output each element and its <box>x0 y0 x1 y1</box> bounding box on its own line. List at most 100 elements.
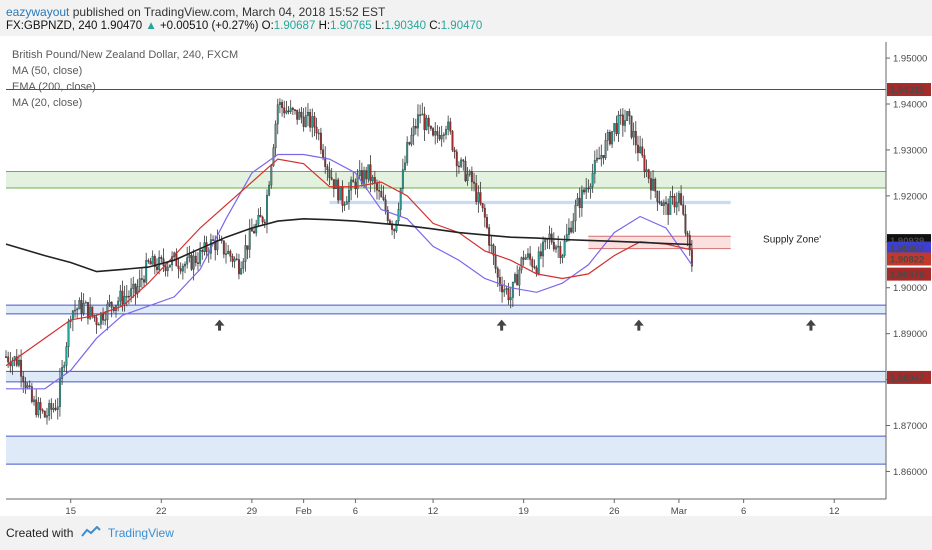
zone-green <box>6 171 886 189</box>
candle-body <box>686 232 689 236</box>
candle-body <box>149 261 152 265</box>
candle-body <box>240 268 243 275</box>
candle-body <box>24 381 27 388</box>
candle-body <box>647 169 650 179</box>
change-arrow-icon: ▲ <box>145 20 157 32</box>
candle-body <box>121 290 124 305</box>
candle-body <box>345 201 348 205</box>
candle-body <box>455 151 458 167</box>
candle-body <box>654 179 657 192</box>
candle-body <box>518 269 521 286</box>
candle-body <box>300 111 303 118</box>
candle-body <box>205 242 208 252</box>
candle-body <box>184 263 186 267</box>
candle-body <box>82 302 85 314</box>
candle-body <box>162 258 165 266</box>
high-value: 1.90765 <box>330 20 372 32</box>
author-link[interactable]: eazywayout <box>6 5 70 19</box>
candle-body <box>108 301 111 305</box>
candle-body <box>486 217 488 228</box>
candle-body <box>263 221 266 224</box>
candle-body <box>99 312 102 325</box>
candle-body <box>466 174 469 182</box>
candle-body <box>91 306 94 316</box>
price-tick-label: 1.93000 <box>893 145 927 156</box>
candle-body <box>296 109 299 120</box>
candle-body <box>276 104 279 125</box>
price-tick-label: 1.92000 <box>893 191 927 202</box>
candle-body <box>231 256 234 262</box>
candle-body <box>583 189 585 193</box>
candle-body <box>291 107 294 110</box>
price-tag-label: 1.94315 <box>890 85 925 96</box>
zone-blue <box>6 305 886 314</box>
candle-body <box>7 356 10 363</box>
candle-body <box>688 235 691 250</box>
candle-body <box>481 203 484 209</box>
candle-body <box>468 171 471 175</box>
supply-zone-label: Supply Zone' <box>763 235 821 246</box>
candle-body <box>596 157 598 161</box>
candle-body <box>181 265 184 272</box>
support-arrow-icon <box>214 319 225 331</box>
candle-body <box>565 234 568 242</box>
candle-body <box>304 115 307 127</box>
candle-body <box>434 131 437 136</box>
candle-body <box>190 254 193 270</box>
price-tag-label: 1.90822 <box>890 254 924 265</box>
candle-body <box>527 253 529 258</box>
candle-body <box>529 253 532 260</box>
price-tick-label: 1.90000 <box>893 283 927 294</box>
candle-body <box>645 169 648 172</box>
candle-body <box>682 204 685 215</box>
candle-body <box>229 250 232 257</box>
candle-body <box>520 257 523 271</box>
candle-body <box>233 258 236 262</box>
candle-body <box>641 146 644 156</box>
candle-body <box>621 114 624 126</box>
candle-body <box>156 266 158 270</box>
price-chart[interactable]: Supply Zone' 1.860001.870001.880001.8900… <box>0 36 932 516</box>
candle-body <box>429 126 432 129</box>
candle-body <box>166 266 169 272</box>
candle-body <box>134 283 137 294</box>
candle-body <box>611 131 614 145</box>
candle-body <box>460 159 463 167</box>
candle-body <box>494 254 497 269</box>
candle-body <box>677 193 680 203</box>
candle-body <box>531 259 534 267</box>
tradingview-link[interactable]: TradingView <box>107 526 174 540</box>
symbol-label: FX:GBPNZD, 240 <box>6 20 98 32</box>
candle-body <box>421 113 424 116</box>
candle-body <box>270 165 273 186</box>
candle-body <box>447 121 450 130</box>
candle-body <box>408 142 411 145</box>
candle-body <box>287 110 290 113</box>
candle-body <box>587 187 590 190</box>
candle-body <box>570 227 573 233</box>
candle-body <box>225 253 227 255</box>
series-ema-200-close- <box>5 217 692 273</box>
candle-body <box>662 202 665 206</box>
candle-body <box>432 128 435 136</box>
candle-body <box>395 220 398 232</box>
candle-body <box>259 214 262 218</box>
candle-body <box>490 244 493 247</box>
candle-body <box>326 166 329 171</box>
candle-body <box>563 241 566 256</box>
candle-body <box>358 170 361 177</box>
close-label: C: <box>429 20 441 32</box>
candle-body <box>48 403 51 416</box>
candle-body <box>61 367 64 379</box>
candle-body <box>360 170 363 184</box>
candle-body <box>313 116 316 128</box>
candle-body <box>637 144 639 153</box>
candle-body <box>261 216 264 223</box>
candle-body <box>503 289 506 293</box>
tradingview-logo-icon <box>80 525 101 541</box>
candle-body <box>138 278 141 287</box>
candle-body <box>537 251 540 274</box>
price-tick-label: 1.94000 <box>893 100 927 111</box>
candle-body <box>470 171 473 183</box>
candle-body <box>652 179 655 191</box>
